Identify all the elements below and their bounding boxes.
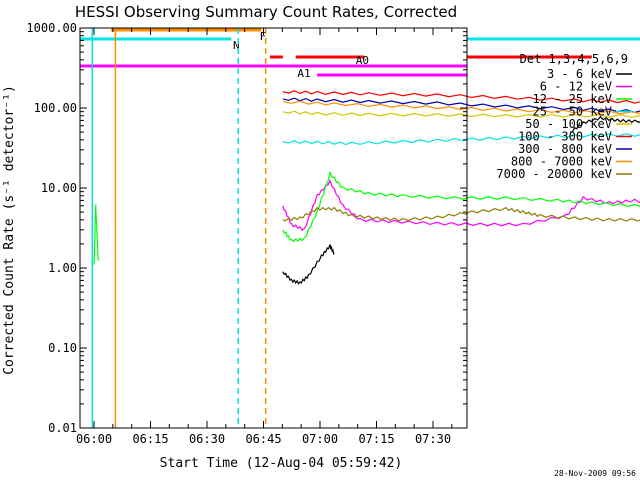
- legend-label: 7000 - 20000 keV: [496, 167, 612, 181]
- legend-label: 25 - 50 keV: [533, 105, 612, 119]
- legend-label: 800 - 7000 keV: [511, 155, 612, 169]
- x-tick-label: 06:30: [189, 432, 225, 446]
- x-tick-label: 07:30: [415, 432, 451, 446]
- legend-label: 6 - 12 keV: [540, 80, 612, 94]
- footer-timestamp: 28-Nov-2009 09:56: [554, 469, 636, 478]
- plot-frame: [79, 27, 468, 429]
- legend-label: 50 - 100 keV: [525, 117, 612, 131]
- vertical-markers: [91, 28, 267, 428]
- series-line: [282, 170, 640, 243]
- series-line: [93, 204, 99, 265]
- series-lines: [93, 90, 640, 285]
- series-line: [282, 206, 640, 222]
- y-tick-label: 100.00: [34, 101, 77, 115]
- y-tick-label: 1.00: [48, 261, 77, 275]
- legend-title: Det 1,3,4,5,6,9: [520, 52, 628, 66]
- x-axis-label: Start Time (12-Aug-04 05:59:42): [160, 456, 403, 471]
- series-line: [282, 97, 640, 114]
- series-line: [282, 133, 640, 146]
- y-axis-label: Corrected Count Rate (s⁻¹ detector⁻¹): [2, 85, 17, 375]
- series-line: [282, 244, 335, 285]
- x-tick-label: 06:00: [76, 432, 112, 446]
- y-tick-label: 1000.00: [26, 21, 77, 35]
- series-line: [282, 100, 640, 115]
- x-tick-label: 06:15: [132, 432, 168, 446]
- legend-label: 300 - 800 keV: [518, 142, 612, 156]
- series-line: [570, 115, 640, 133]
- x-tick-label: 07:15: [358, 432, 394, 446]
- flag-label: F: [260, 30, 267, 43]
- series-line: [282, 110, 640, 118]
- axis-ticks: 0.01 0.10 1.00 10.00 100.00 1000.00 06:00 06:15…: [26, 21, 467, 446]
- legend-label: 3 - 6 keV: [547, 67, 612, 81]
- legend-label: 100 - 300 keV: [518, 130, 612, 144]
- flag-bars: N F A0 A1: [80, 28, 640, 80]
- x-tick-label: 06:45: [245, 432, 281, 446]
- y-tick-label: 0.01: [48, 421, 77, 435]
- chart-title: HESSI Observing Summary Count Rates, Cor…: [75, 3, 457, 21]
- flag-label: N: [233, 39, 240, 52]
- flag-label: A0: [356, 54, 369, 67]
- series-line: [282, 178, 640, 231]
- x-tick-label: 07:00: [302, 432, 338, 446]
- y-tick-label: 0.10: [48, 341, 77, 355]
- y-tick-label: 10.00: [41, 181, 77, 195]
- legend-label: 12 - 25 keV: [533, 92, 612, 106]
- series-line: [282, 90, 640, 104]
- flag-label: A1: [297, 67, 310, 80]
